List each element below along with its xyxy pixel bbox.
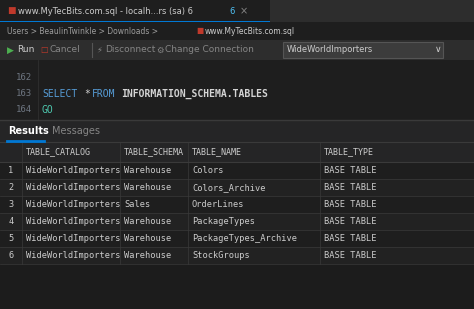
Text: 3: 3 — [9, 200, 14, 209]
Text: WideWorldImporters: WideWorldImporters — [26, 234, 120, 243]
Text: OrderLines: OrderLines — [192, 200, 245, 209]
Text: WideWorldImporters: WideWorldImporters — [287, 45, 373, 54]
Text: WideWorldImporters: WideWorldImporters — [26, 200, 120, 209]
Text: FROM: FROM — [92, 89, 116, 99]
Bar — [0, 213, 474, 230]
Bar — [0, 230, 474, 247]
Text: PackageTypes: PackageTypes — [192, 217, 255, 226]
Text: 6: 6 — [229, 6, 234, 15]
Text: ■: ■ — [7, 6, 16, 15]
Text: Warehouse: Warehouse — [124, 166, 171, 175]
Text: TABLE_NAME: TABLE_NAME — [192, 147, 242, 156]
Text: ⚡: ⚡ — [96, 45, 102, 54]
Text: StockGroups: StockGroups — [192, 251, 250, 260]
Text: TABLE_CATALOG: TABLE_CATALOG — [26, 147, 91, 156]
Text: 164: 164 — [16, 105, 32, 115]
Text: Warehouse: Warehouse — [124, 234, 171, 243]
Text: GO: GO — [42, 105, 54, 115]
Text: PackageTypes_Archive: PackageTypes_Archive — [192, 234, 297, 243]
Text: BASE TABLE: BASE TABLE — [324, 251, 376, 260]
Text: ⚙: ⚙ — [156, 45, 164, 54]
Text: ×: × — [240, 6, 248, 16]
Bar — [0, 40, 474, 60]
Bar — [283, 42, 443, 58]
Text: Users > BeaulinTwinkle > Downloads >: Users > BeaulinTwinkle > Downloads > — [7, 27, 160, 36]
Text: Messages: Messages — [52, 126, 100, 136]
Bar — [0, 120, 474, 142]
Text: Change Connection: Change Connection — [165, 45, 254, 54]
Text: 6: 6 — [9, 251, 14, 260]
Text: 1: 1 — [9, 166, 14, 175]
Bar — [0, 21, 270, 22]
Bar — [0, 0, 270, 22]
Text: Results: Results — [8, 126, 49, 136]
Bar — [0, 247, 474, 264]
Text: ∨: ∨ — [435, 45, 442, 54]
Text: INFORMATION_SCHEMA.TABLES: INFORMATION_SCHEMA.TABLES — [121, 89, 268, 99]
Text: BASE TABLE: BASE TABLE — [324, 183, 376, 192]
Text: Disconnect: Disconnect — [105, 45, 155, 54]
Text: BASE TABLE: BASE TABLE — [324, 200, 376, 209]
Bar — [0, 60, 474, 120]
Bar — [0, 60, 38, 120]
Bar — [0, 196, 474, 213]
Text: Warehouse: Warehouse — [124, 217, 171, 226]
Text: WideWorldImporters: WideWorldImporters — [26, 166, 120, 175]
Text: WideWorldImporters: WideWorldImporters — [26, 251, 120, 260]
Text: Colors: Colors — [192, 166, 224, 175]
Bar — [0, 179, 474, 196]
Text: WideWorldImporters: WideWorldImporters — [26, 217, 120, 226]
Text: Run: Run — [17, 45, 35, 54]
Bar — [0, 0, 474, 22]
Text: 2: 2 — [9, 183, 14, 192]
Text: 4: 4 — [9, 217, 14, 226]
Text: ▶: ▶ — [7, 45, 14, 54]
Bar — [0, 120, 474, 309]
Text: TABLE_TYPE: TABLE_TYPE — [324, 147, 374, 156]
Text: Warehouse: Warehouse — [124, 251, 171, 260]
Text: Sales: Sales — [124, 200, 150, 209]
Text: www.MyTecBits.com.sql - localh...rs (sa) 6: www.MyTecBits.com.sql - localh...rs (sa)… — [18, 6, 193, 15]
Bar — [0, 142, 474, 162]
Text: BASE TABLE: BASE TABLE — [324, 166, 376, 175]
Text: BASE TABLE: BASE TABLE — [324, 217, 376, 226]
Text: ■: ■ — [196, 27, 203, 36]
Text: *: * — [84, 89, 90, 99]
Text: 162: 162 — [16, 74, 32, 83]
Text: 5: 5 — [9, 234, 14, 243]
Text: SELECT: SELECT — [42, 89, 77, 99]
Text: ☐: ☐ — [40, 45, 47, 54]
Text: www.MyTecBits.com.sql: www.MyTecBits.com.sql — [205, 27, 295, 36]
Text: 163: 163 — [16, 90, 32, 99]
Bar — [0, 22, 474, 40]
Text: BASE TABLE: BASE TABLE — [324, 234, 376, 243]
Bar — [0, 162, 474, 179]
Text: Colors_Archive: Colors_Archive — [192, 183, 265, 192]
Text: TABLE_SCHEMA: TABLE_SCHEMA — [124, 147, 184, 156]
Text: Cancel: Cancel — [50, 45, 81, 54]
Text: Warehouse: Warehouse — [124, 183, 171, 192]
Text: WideWorldImporters: WideWorldImporters — [26, 183, 120, 192]
